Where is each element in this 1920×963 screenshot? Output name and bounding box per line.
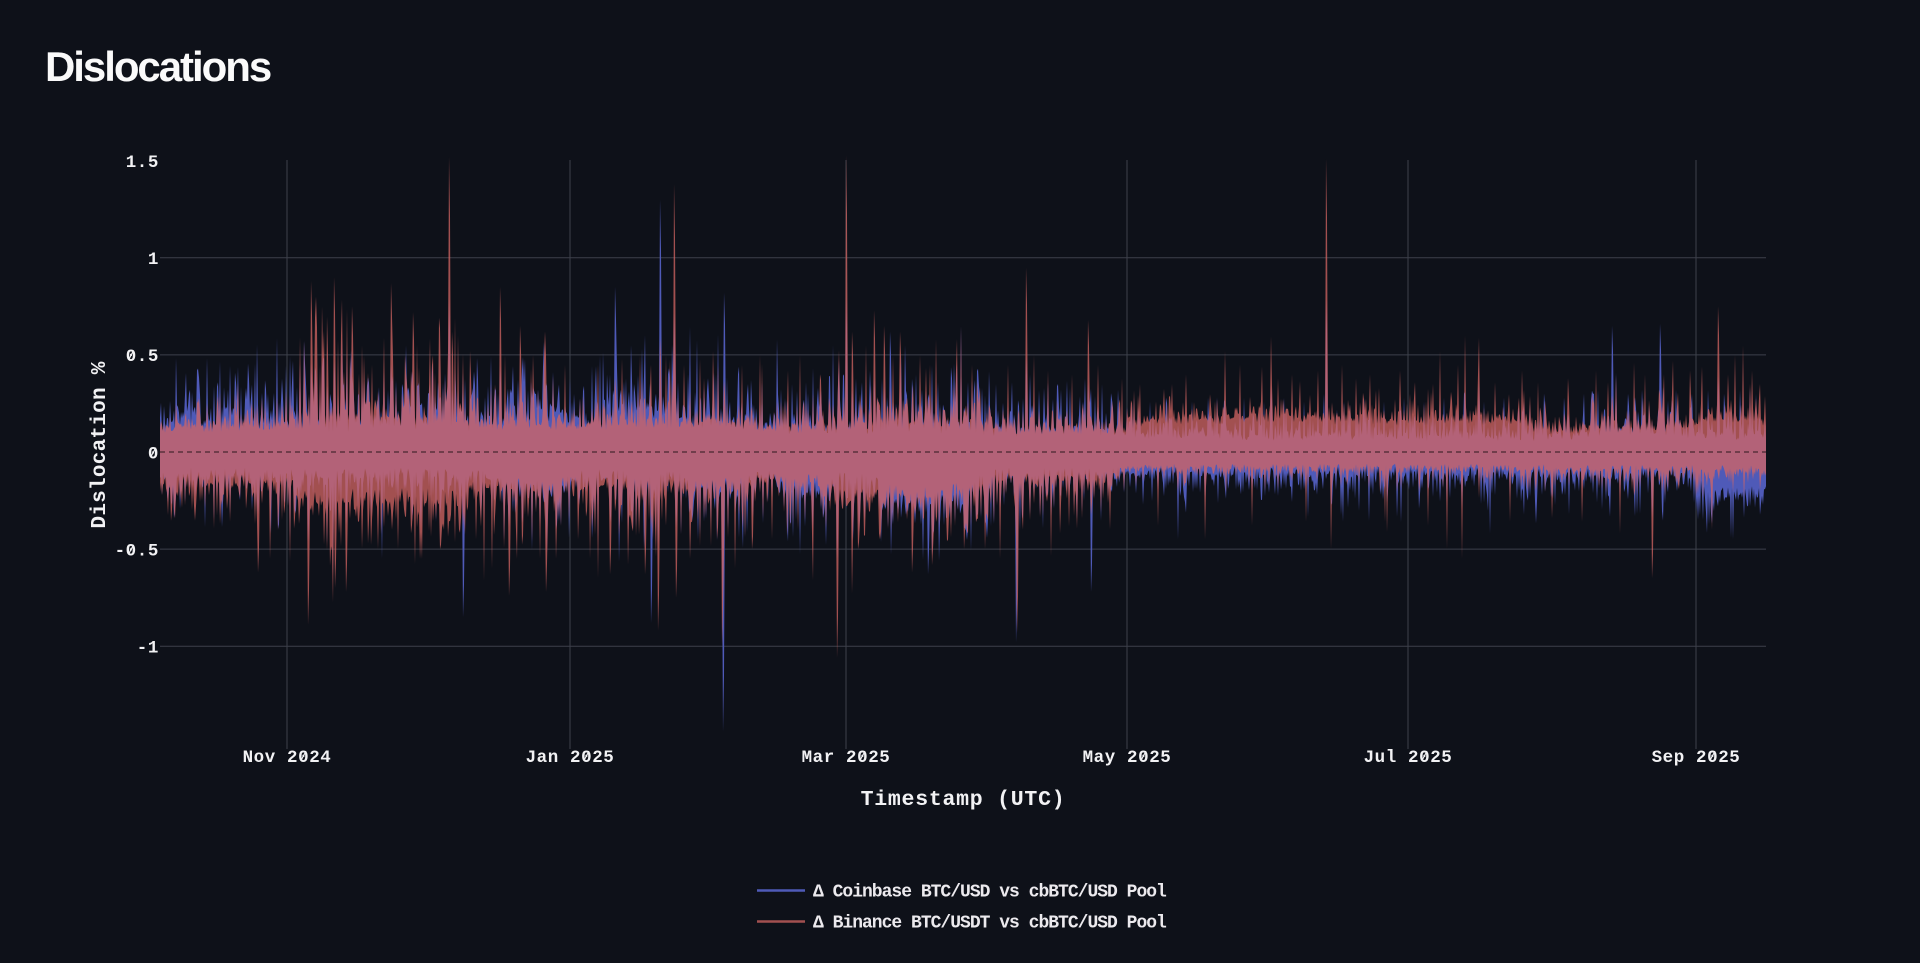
svg-text:Dislocations: Dislocations <box>45 43 271 90</box>
svg-text:-1: -1 <box>137 639 159 659</box>
svg-text:Dislocation %: Dislocation % <box>89 361 112 528</box>
svg-text:1.5: 1.5 <box>126 153 159 173</box>
svg-text:Jul 2025: Jul 2025 <box>1364 748 1453 768</box>
svg-text:Jan 2025: Jan 2025 <box>526 748 615 768</box>
svg-text:Mar 2025: Mar 2025 <box>802 748 891 768</box>
svg-text:Sep 2025: Sep 2025 <box>1652 748 1741 768</box>
svg-text:Timestamp (UTC): Timestamp (UTC) <box>861 788 1066 812</box>
svg-text:May 2025: May 2025 <box>1083 748 1172 768</box>
svg-text:0: 0 <box>148 444 159 464</box>
svg-text:Δ Binance BTC/USDT vs cbBTC/US: Δ Binance BTC/USDT vs cbBTC/USD Pool <box>813 914 1167 934</box>
svg-text:Nov 2024: Nov 2024 <box>243 748 332 768</box>
svg-text:1: 1 <box>148 250 159 270</box>
svg-text:0.5: 0.5 <box>126 347 159 367</box>
svg-text:Δ Coinbase BTC/USD vs cbBTC/US: Δ Coinbase BTC/USD vs cbBTC/USD Pool <box>813 883 1167 903</box>
svg-text:-0.5: -0.5 <box>115 542 159 562</box>
